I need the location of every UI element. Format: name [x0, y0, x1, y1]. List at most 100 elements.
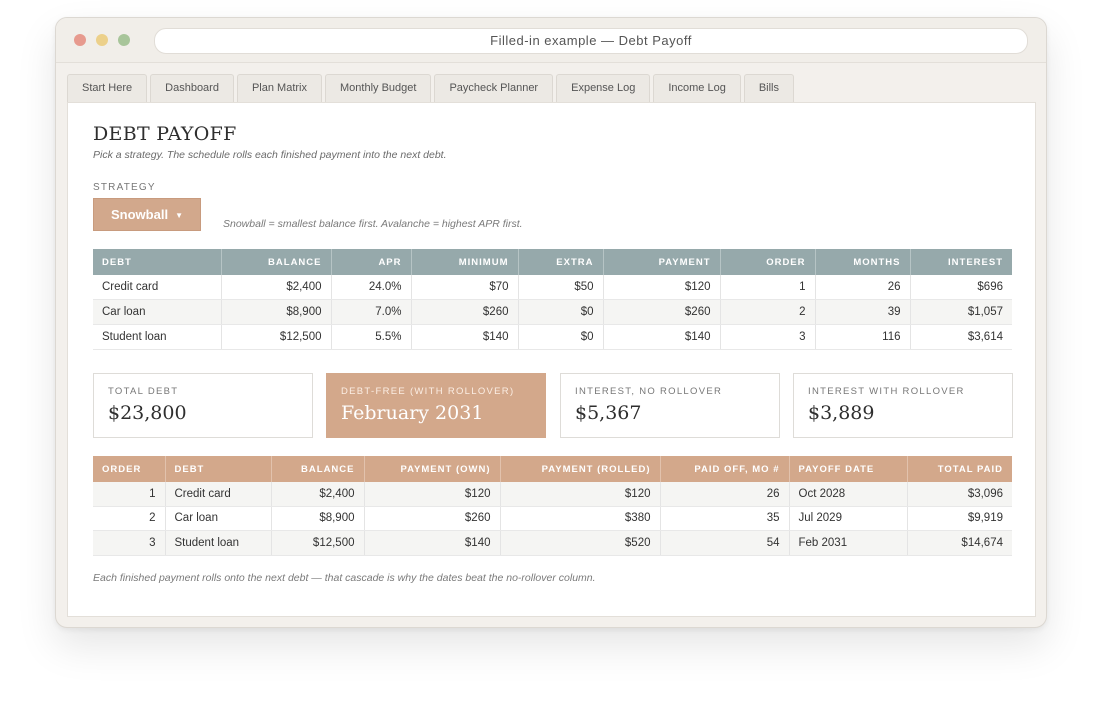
apr-cell[interactable]: 7.0%: [331, 299, 412, 325]
debts-header-row: DEBT BALANCE APR MINIMUM EXTRA PAYMENT O…: [93, 249, 1012, 275]
balance-cell: $8,900: [271, 506, 365, 531]
payment-cell: $140: [603, 324, 721, 350]
order-cell: 3: [93, 530, 166, 556]
payment-own-cell: $140: [364, 530, 501, 556]
caret-down-icon: ▼: [175, 211, 183, 220]
payoff-date-cell: Feb 2031: [789, 530, 908, 556]
payment-own-cell: $120: [364, 482, 501, 507]
total-paid-cell: $3,096: [907, 482, 1012, 507]
tab-dashboard[interactable]: Dashboard: [150, 74, 234, 102]
order-cell: 1: [93, 482, 166, 507]
col-header-months: MONTHS: [815, 249, 911, 275]
interest-cell: $1,057: [910, 299, 1012, 325]
table-row: 2 Car loan $8,900 $260 $380 35 Jul 2029 …: [93, 506, 1012, 531]
card-label: TOTAL DEBT: [108, 386, 179, 397]
balance-cell[interactable]: $12,500: [221, 324, 332, 350]
debt-name-cell[interactable]: Car loan: [93, 299, 222, 325]
balance-cell: $2,400: [271, 482, 365, 507]
debt-name-cell[interactable]: Student loan: [93, 324, 222, 350]
col-header-debt: DEBT: [165, 456, 272, 482]
minimum-cell[interactable]: $140: [411, 324, 519, 350]
col-header-total-paid: TOTAL PAID: [907, 456, 1012, 482]
interest-no-rollover-card: INTEREST, NO ROLLOVER $5,367: [560, 373, 780, 438]
col-header-paid-off-month: PAID OFF, MO #: [660, 456, 790, 482]
total-paid-cell: $9,919: [907, 506, 1012, 531]
tab-income-log[interactable]: Income Log: [653, 74, 741, 102]
months-cell: 39: [815, 299, 911, 325]
debt-payoff-sheet: DEBT PAYOFF Pick a strategy. The schedul…: [67, 102, 1036, 617]
col-header-apr: APR: [331, 249, 412, 275]
card-value: $5,367: [575, 402, 642, 424]
table-row: Credit card $2,400 24.0% $70 $50 $120 1 …: [93, 275, 1012, 300]
tab-paycheck-planner[interactable]: Paycheck Planner: [434, 74, 554, 102]
title-bar: Filled-in example — Debt Payoff: [56, 18, 1046, 63]
debts-table: DEBT BALANCE APR MINIMUM EXTRA PAYMENT O…: [93, 249, 1012, 350]
debt-free-date-card: DEBT-FREE (WITH ROLLOVER) February 2031: [326, 373, 546, 438]
tab-expense-log[interactable]: Expense Log: [556, 74, 651, 102]
order-cell: 3: [720, 324, 816, 350]
sheet-tabs: Start Here Dashboard Plan Matrix Monthly…: [67, 74, 794, 102]
interest-with-rollover-card: INTEREST WITH ROLLOVER $3,889: [793, 373, 1013, 438]
maximize-window-button[interactable]: [118, 34, 130, 46]
balance-cell: $12,500: [271, 530, 365, 556]
col-header-order: ORDER: [93, 456, 166, 482]
payment-cell: $260: [603, 299, 721, 325]
col-header-minimum: MINIMUM: [411, 249, 519, 275]
extra-cell[interactable]: $0: [518, 299, 604, 325]
table-row: 3 Student loan $12,500 $140 $520 54 Feb …: [93, 530, 1012, 556]
schedule-header-row: ORDER DEBT BALANCE PAYMENT (OWN) PAYMENT…: [93, 456, 1012, 482]
tab-monthly-budget[interactable]: Monthly Budget: [325, 74, 432, 102]
paid-off-month-cell: 54: [660, 530, 790, 556]
total-paid-cell: $14,674: [907, 530, 1012, 556]
col-header-payment-own: PAYMENT (OWN): [364, 456, 501, 482]
payment-own-cell: $260: [364, 506, 501, 531]
months-cell: 26: [815, 275, 911, 300]
total-debt-card: TOTAL DEBT $23,800: [93, 373, 313, 438]
card-value: $23,800: [108, 402, 187, 424]
footnote: Each finished payment rolls onto the nex…: [93, 572, 596, 584]
col-header-order: ORDER: [720, 249, 816, 275]
page-title: DEBT PAYOFF: [93, 123, 237, 145]
table-row: Car loan $8,900 7.0% $260 $0 $260 2 39 $…: [93, 299, 1012, 325]
summary-cards: TOTAL DEBT $23,800 DEBT-FREE (WITH ROLLO…: [93, 373, 1013, 438]
col-header-interest: INTEREST: [910, 249, 1012, 275]
col-header-payoff-date: PAYOFF DATE: [789, 456, 908, 482]
table-row: Student loan $12,500 5.5% $140 $0 $140 3…: [93, 324, 1012, 350]
table-row: 1 Credit card $2,400 $120 $120 26 Oct 20…: [93, 482, 1012, 507]
close-window-button[interactable]: [74, 34, 86, 46]
debt-name-cell: Car loan: [165, 506, 272, 531]
payment-rolled-cell: $120: [500, 482, 661, 507]
order-cell: 2: [93, 506, 166, 531]
balance-cell[interactable]: $8,900: [221, 299, 332, 325]
strategy-dropdown[interactable]: Snowball ▼: [93, 198, 201, 231]
paid-off-month-cell: 26: [660, 482, 790, 507]
payment-rolled-cell: $520: [500, 530, 661, 556]
balance-cell[interactable]: $2,400: [221, 275, 332, 300]
tab-start-here[interactable]: Start Here: [67, 74, 148, 102]
card-label: INTEREST WITH ROLLOVER: [808, 386, 965, 397]
tab-plan-matrix[interactable]: Plan Matrix: [236, 74, 322, 102]
card-value: $3,889: [808, 402, 875, 424]
window-title: Filled-in example — Debt Payoff: [154, 28, 1028, 54]
payoff-schedule-table: ORDER DEBT BALANCE PAYMENT (OWN) PAYMENT…: [93, 456, 1012, 556]
col-header-balance: BALANCE: [271, 456, 365, 482]
minimum-cell[interactable]: $70: [411, 275, 519, 300]
apr-cell[interactable]: 5.5%: [331, 324, 412, 350]
debt-name-cell[interactable]: Credit card: [93, 275, 222, 300]
debt-name-cell: Student loan: [165, 530, 272, 556]
extra-cell[interactable]: $0: [518, 324, 604, 350]
card-label: DEBT-FREE (WITH ROLLOVER): [341, 386, 515, 397]
col-header-payment-rolled: PAYMENT (ROLLED): [500, 456, 661, 482]
apr-cell[interactable]: 24.0%: [331, 275, 412, 300]
paid-off-month-cell: 35: [660, 506, 790, 531]
col-header-payment: PAYMENT: [603, 249, 721, 275]
tab-bills[interactable]: Bills: [743, 74, 794, 102]
extra-cell[interactable]: $50: [518, 275, 604, 300]
minimize-window-button[interactable]: [96, 34, 108, 46]
payoff-date-cell: Jul 2029: [789, 506, 908, 531]
card-label: INTEREST, NO ROLLOVER: [575, 386, 723, 397]
order-cell: 1: [720, 275, 816, 300]
minimum-cell[interactable]: $260: [411, 299, 519, 325]
app-window: Filled-in example — Debt Payoff Start He…: [55, 17, 1047, 628]
payoff-date-cell: Oct 2028: [789, 482, 908, 507]
